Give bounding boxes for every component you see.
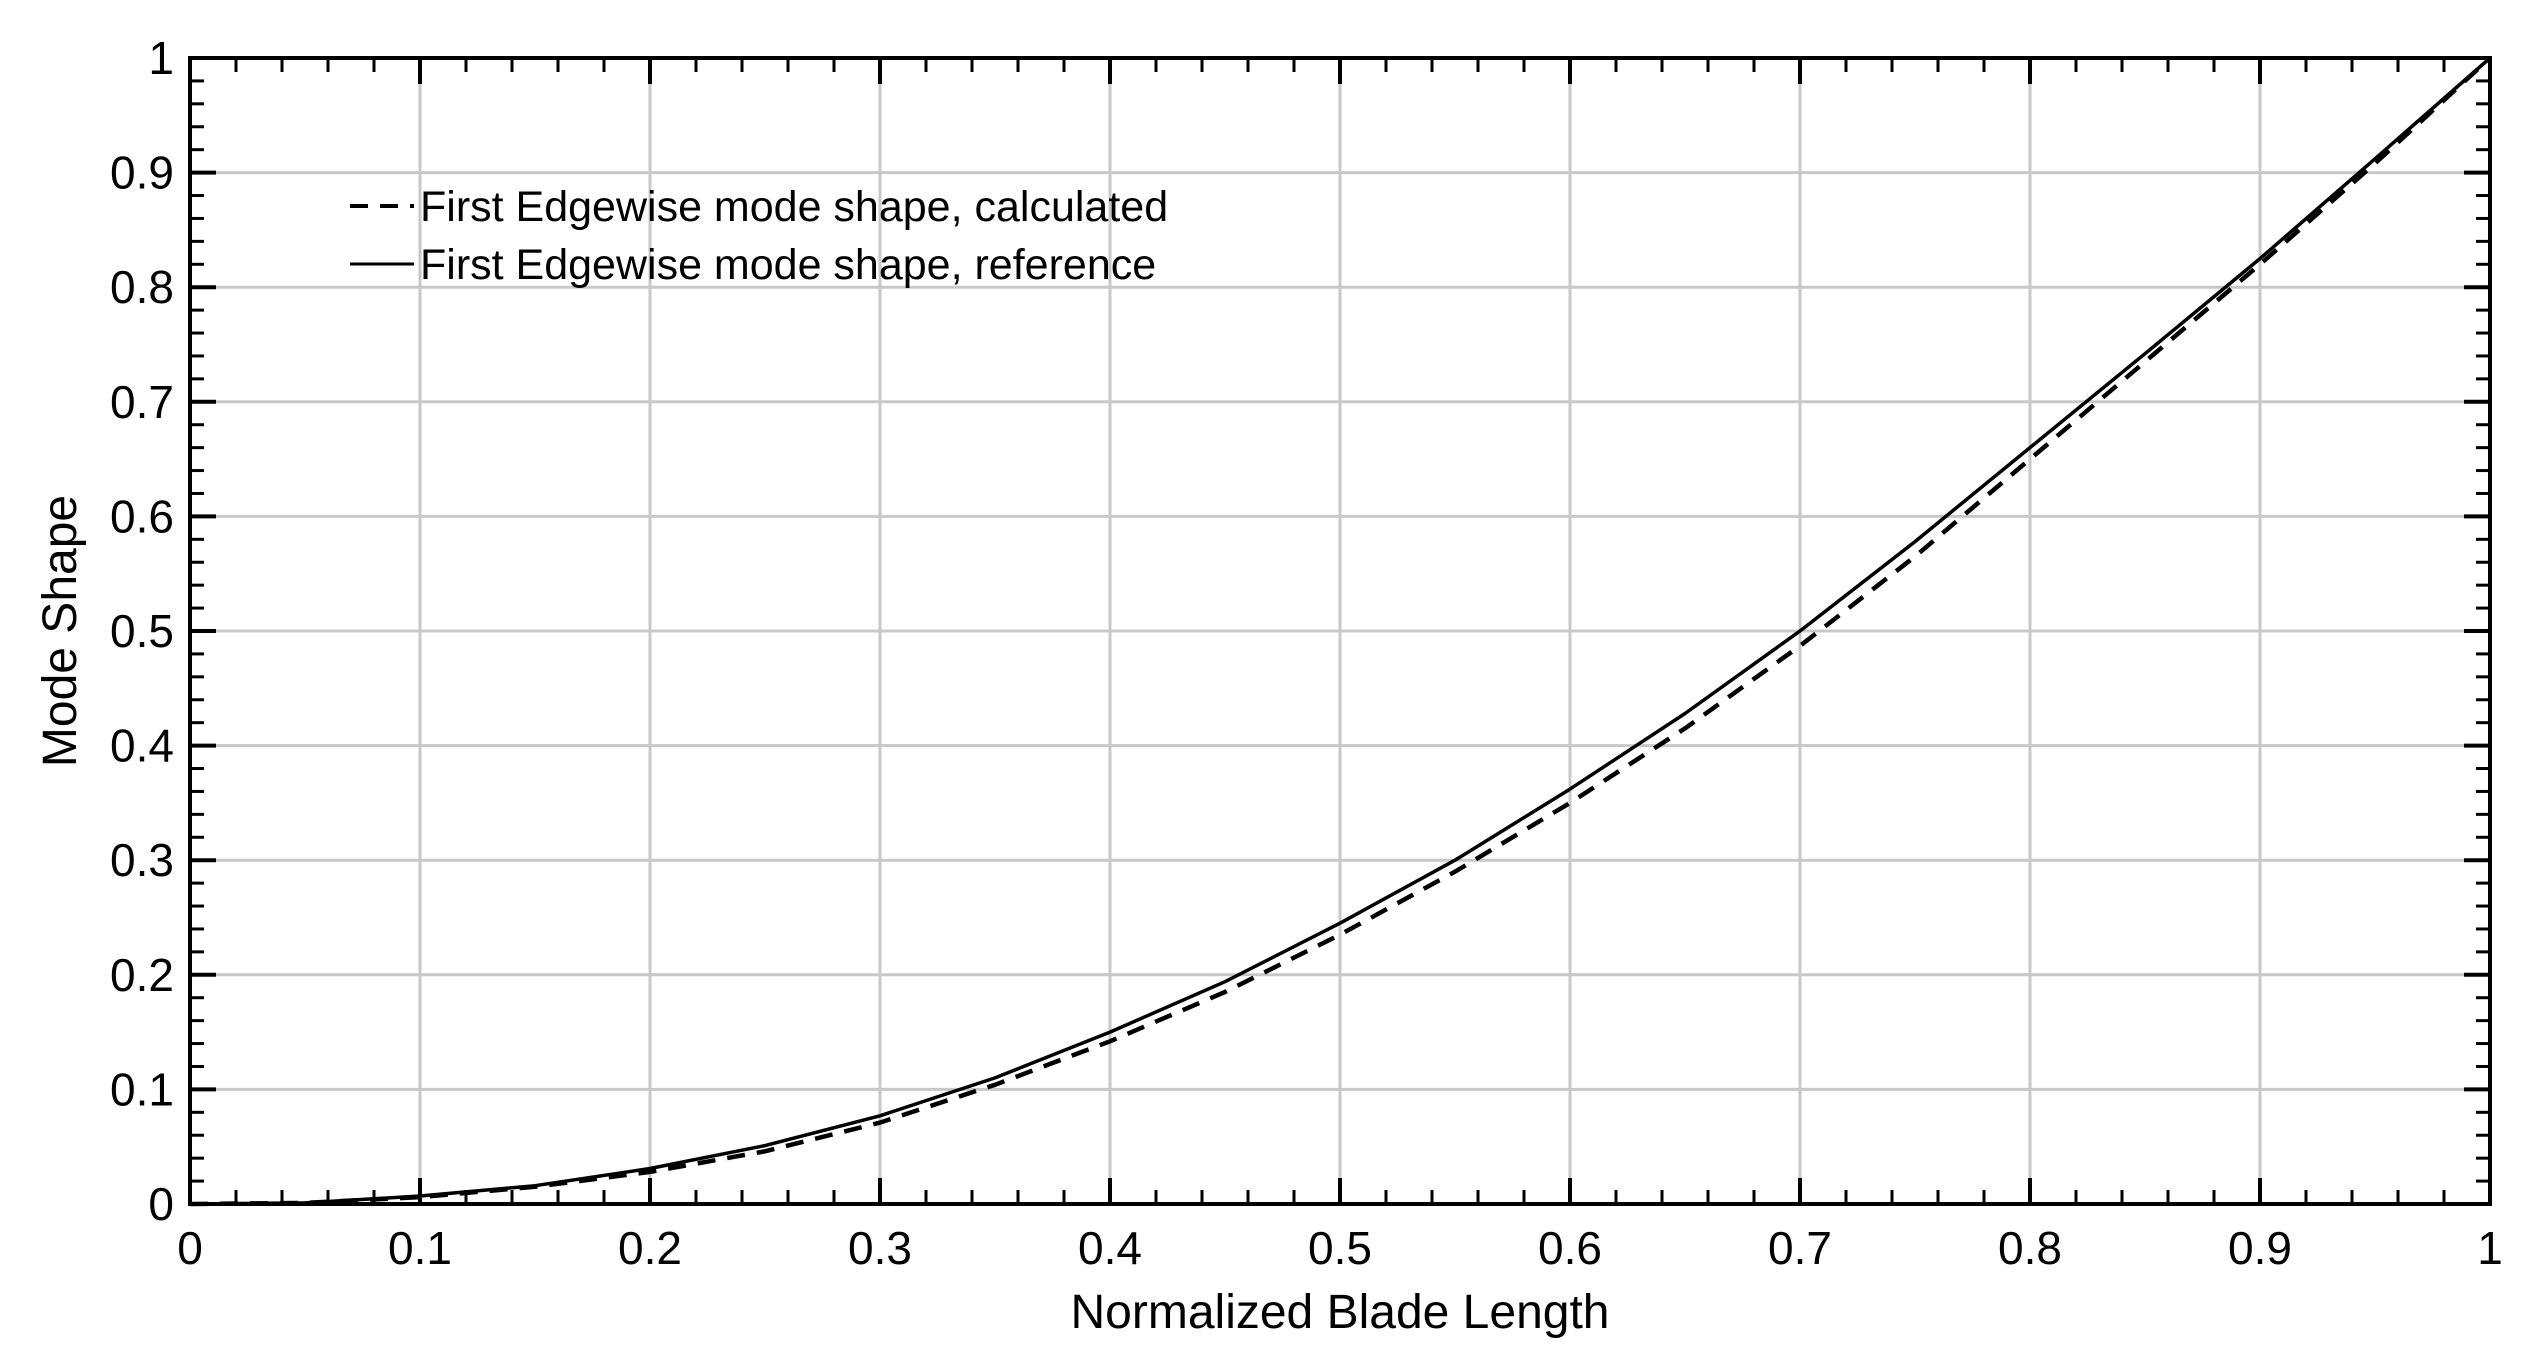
- x-axis-title: Normalized Blade Length: [1071, 1286, 1610, 1339]
- grid: [190, 58, 2490, 1204]
- y-tick-label: 0.4: [110, 720, 174, 772]
- y-tick-label: 0.9: [110, 147, 174, 199]
- x-tick-label: 0.9: [2228, 1222, 2292, 1274]
- series-line-reference: [189, 56, 2492, 1206]
- y-tick-label: 0.7: [110, 376, 174, 428]
- y-tick-label: 0.5: [110, 605, 174, 657]
- x-tick-label: 0.3: [848, 1222, 912, 1274]
- legend-label-calculated: First Edgewise mode shape, calculated: [420, 183, 1168, 231]
- x-tick-label: 1: [2477, 1222, 2503, 1274]
- x-tick-label: 0.8: [1998, 1222, 2062, 1274]
- y-tick-labels: 0 0.1 0.2 0.3 0.4 0.5 0.6 0.7 0.8 0.9 1: [110, 32, 174, 1230]
- x-tick-label: 0: [177, 1222, 203, 1274]
- legend: First Edgewise mode shape, calculated Fi…: [350, 183, 1168, 289]
- y-tick-label: 0.8: [110, 261, 174, 313]
- x-tick-labels: 0 0.1 0.2 0.3 0.4 0.5 0.6 0.7 0.8 0.9 1: [177, 1222, 2503, 1274]
- minor-ticks: [190, 58, 2490, 1204]
- x-tick-label: 0.4: [1078, 1222, 1142, 1274]
- y-tick-label: 0.1: [110, 1063, 174, 1115]
- y-tick-label: 0.3: [110, 834, 174, 886]
- series-lines: [189, 56, 2492, 1207]
- y-tick-label: 0: [148, 1178, 174, 1230]
- x-tick-label: 0.6: [1538, 1222, 1602, 1274]
- x-tick-label: 0.7: [1768, 1222, 1832, 1274]
- y-tick-label: 0.6: [110, 490, 174, 542]
- plot-frame: [188, 56, 2492, 1206]
- series-line-calculated: [189, 56, 2492, 1207]
- y-tick-label: 1: [148, 32, 174, 84]
- x-tick-label: 0.5: [1308, 1222, 1372, 1274]
- x-tick-label: 0.1: [388, 1222, 452, 1274]
- y-axis-title: Mode Shape: [34, 495, 87, 767]
- y-tick-label: 0.2: [110, 949, 174, 1001]
- legend-label-reference: First Edgewise mode shape, reference: [420, 241, 1156, 289]
- x-tick-label: 0.2: [618, 1222, 682, 1274]
